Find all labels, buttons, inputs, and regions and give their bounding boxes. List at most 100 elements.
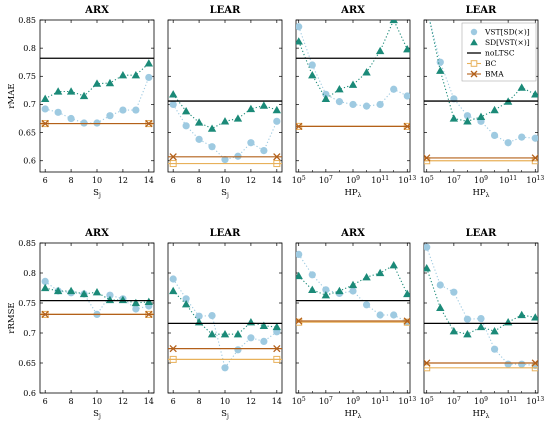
data-point-sd-vst (517, 310, 526, 319)
legend-marker-vst-sd (470, 28, 478, 36)
plot-frame (39, 242, 155, 394)
x-axis-label: HPλ (473, 409, 490, 420)
x-tick-label: 105 (292, 396, 306, 406)
legend-label-sd_vst: SD[VST(×)] (485, 38, 530, 47)
data-point-sd-vst (194, 118, 204, 126)
x-tick-label: 6 (171, 176, 176, 185)
x-axis-label: Sj (93, 188, 101, 199)
data-point-sd-vst (503, 318, 513, 326)
data-point-vst-sd (119, 106, 127, 114)
data-point-sd-vst (296, 37, 303, 45)
data-point-bma (531, 154, 538, 162)
x-tick-label: 1011 (499, 175, 517, 185)
legend-marker-bma (470, 70, 478, 78)
y-axis-label: rMAE (7, 83, 17, 108)
y-axis-label: rRMSE (7, 302, 17, 333)
series-line-sd-vst (298, 20, 408, 100)
data-point-sd-vst (476, 322, 486, 331)
panel-1: ARX 0.6 0.65 0.7 0.75 0.8 0.85 6 8 10 12 14 Sj rMAE (7, 5, 155, 199)
data-point-sd-vst (272, 105, 282, 114)
data-point-sd-vst (144, 297, 154, 305)
data-point-sd-vst (403, 45, 410, 53)
data-point-vst-sd (322, 90, 330, 98)
x-axis-label: Sj (221, 409, 229, 420)
data-point-vst-sd (424, 243, 431, 251)
x-tick-label: 10 (220, 397, 230, 406)
data-point-bma (531, 359, 538, 367)
y-tick-label: 0.85 (18, 16, 36, 25)
legend-label-vst_sd: VST[SD(×)] (484, 28, 530, 37)
data-point-sd-vst (105, 78, 115, 87)
series-group (296, 250, 410, 326)
x-tick-label: 1011 (371, 175, 389, 185)
y-tick-label: 0.8 (23, 269, 36, 278)
data-point-sd-vst (449, 327, 459, 335)
data-point-bc (403, 318, 410, 326)
data-point-sd-vst (246, 104, 256, 113)
x-tick-label: 109 (346, 396, 360, 406)
data-point-sd-vst (463, 330, 472, 338)
data-point-sd-vst (118, 70, 128, 79)
data-point-sd-vst (194, 318, 204, 326)
x-tick-label: 109 (346, 175, 360, 185)
data-point-bma (403, 317, 410, 325)
data-point-bma (296, 317, 303, 325)
data-point-vst-sd (531, 134, 538, 142)
data-point-vst-sd (221, 156, 229, 164)
data-point-sd-vst (66, 286, 76, 295)
x-tick-label: 12 (118, 176, 128, 185)
series-group (168, 90, 282, 168)
data-point-sd-vst (53, 87, 63, 95)
series-group (168, 275, 282, 372)
data-point-sd-vst (490, 105, 499, 114)
data-point-sd-vst (233, 114, 243, 122)
x-axis-label: Sj (93, 409, 101, 420)
y-tick-label: 0.65 (18, 128, 36, 137)
data-point-bma (296, 122, 303, 131)
series-group (423, 5, 538, 165)
panel-title: ARX (84, 228, 109, 239)
x-tick-label: 12 (246, 397, 256, 406)
data-point-sd-vst (246, 318, 256, 326)
data-point-bma (145, 119, 153, 128)
data-point-sd-vst (233, 330, 243, 338)
legend-marker-sd-vst (470, 38, 478, 46)
data-point-vst-sd (273, 117, 281, 125)
series-line-sd-vst (172, 93, 277, 130)
x-tick-label: 8 (197, 397, 202, 406)
data-point-sd-vst (362, 273, 371, 281)
data-point-sd-vst (389, 261, 398, 269)
data-point-sd-vst (375, 268, 385, 277)
x-axis-label: HPλ (345, 188, 362, 199)
x-tick-label: 8 (197, 176, 202, 185)
data-point-vst-sd (195, 135, 203, 143)
data-point-vst-sd (335, 98, 344, 106)
data-point-sd-vst (375, 46, 385, 55)
data-point-sd-vst (53, 286, 63, 295)
data-point-sd-vst (40, 94, 50, 102)
panel-6: LEAR 6 8 10 12 14 Sj (167, 228, 283, 420)
x-tick-label: 12 (246, 176, 256, 185)
data-point-vst-sd (182, 122, 190, 130)
data-point-sd-vst (335, 85, 344, 93)
x-tick-label: 6 (171, 397, 176, 406)
x-tick-label: 107 (319, 175, 333, 185)
x-tick-label: 14 (272, 176, 282, 185)
data-point-sd-vst (389, 20, 398, 24)
data-point-vst-sd (260, 337, 268, 345)
data-point-sd-vst (403, 289, 410, 298)
x-tick-label: 1011 (371, 396, 389, 406)
y-tick-label: 0.85 (18, 239, 36, 248)
series-line-vst-sd (298, 26, 408, 107)
data-point-vst-sd (260, 147, 268, 155)
y-tick-label: 0.75 (18, 72, 36, 81)
data-point-vst-sd (247, 334, 255, 342)
data-point-vst-sd (423, 5, 430, 12)
data-point-vst-sd (504, 139, 512, 147)
x-axis-label: Sj (221, 188, 229, 199)
data-point-vst-sd (436, 281, 444, 289)
panel-5: ARX 0.6 0.65 0.7 0.75 0.8 0.85 6 8 10 12 14 Sj rRMSE (7, 228, 155, 420)
data-point-sd-vst (296, 271, 303, 280)
